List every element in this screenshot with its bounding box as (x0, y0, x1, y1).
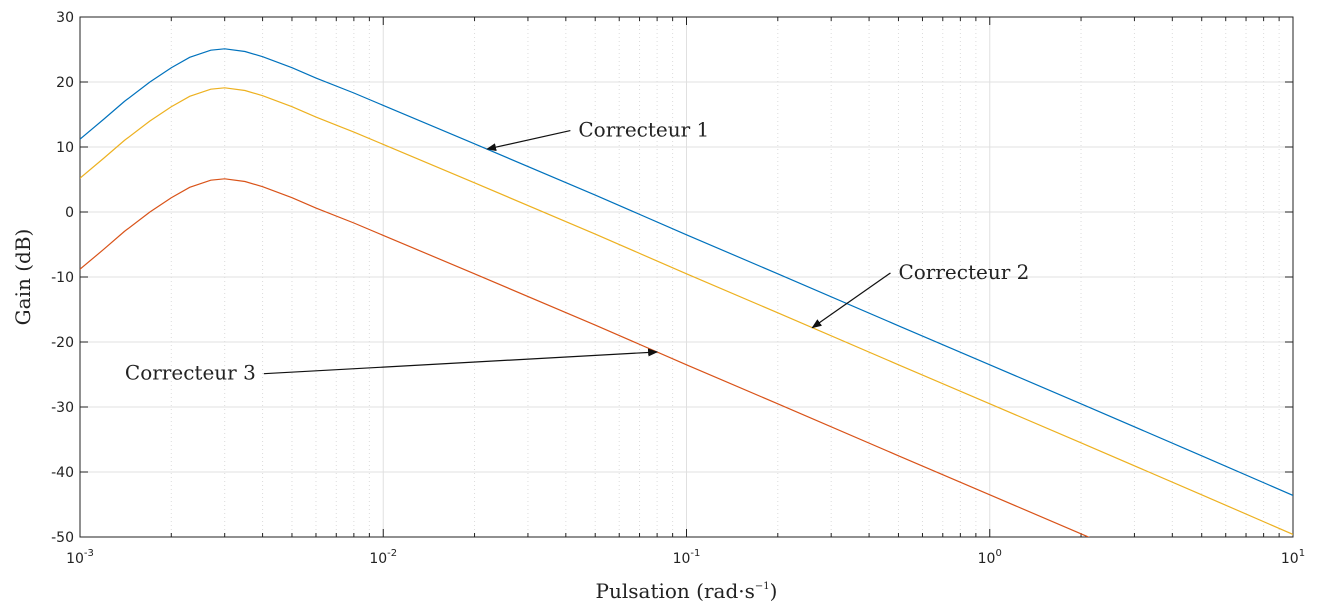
annotations: Correcteur 1 Correcteur 2 Correcteur 3 (125, 118, 1029, 385)
x-tick-label: 100 (978, 548, 1002, 567)
y-tick-label: -30 (51, 400, 74, 416)
x-tick-base: 10 (66, 551, 84, 567)
x-tick-exponent: -3 (84, 548, 94, 559)
x-tick-label: 101 (1281, 548, 1305, 567)
series-line (80, 87, 1293, 535)
annotation-arrow (486, 130, 571, 152)
y-tick-label: 0 (65, 205, 74, 221)
series-line (80, 178, 1090, 537)
y-tick-label: 30 (56, 10, 74, 26)
x-tick-base: 10 (369, 551, 387, 567)
y-tick-label: 20 (56, 75, 74, 91)
x-tick-base: 10 (1281, 551, 1299, 567)
x-tick-base: 10 (673, 551, 691, 567)
y-tick-label: -50 (51, 530, 74, 546)
y-tick-label: 10 (56, 140, 74, 156)
x-tick-exponent: -1 (690, 548, 700, 559)
x-axis-label-sup: −1 (755, 581, 770, 592)
y-tick-label: -10 (51, 270, 74, 286)
annotation-arrow (263, 348, 659, 375)
annotation-label: Correcteur 2 (898, 260, 1029, 284)
annotation-label: Correcteur 1 (578, 118, 709, 142)
x-tick-label: 10-3 (66, 548, 94, 567)
annotation-arrow (811, 272, 891, 329)
x-axis-label: Pulsation (rad·s−1) (596, 579, 778, 603)
series-lines (80, 48, 1293, 537)
x-tick-exponent: 1 (1299, 548, 1305, 559)
x-tick-label: 10-2 (369, 548, 397, 567)
x-tick-label: 10-1 (673, 548, 701, 567)
x-tick-exponent: 0 (995, 548, 1001, 559)
series-line (80, 48, 1293, 496)
x-tick-base: 10 (978, 551, 996, 567)
y-axis-label: Gain (dB) (11, 229, 35, 326)
x-axis-label-main: Pulsation (rad·s (596, 579, 755, 603)
x-axis-label-end: ) (770, 579, 778, 603)
y-tick-label: -20 (51, 335, 74, 351)
x-tick-exponent: -2 (387, 548, 397, 559)
annotation-label: Correcteur 3 (125, 361, 256, 385)
y-tick-label: -40 (51, 465, 74, 481)
